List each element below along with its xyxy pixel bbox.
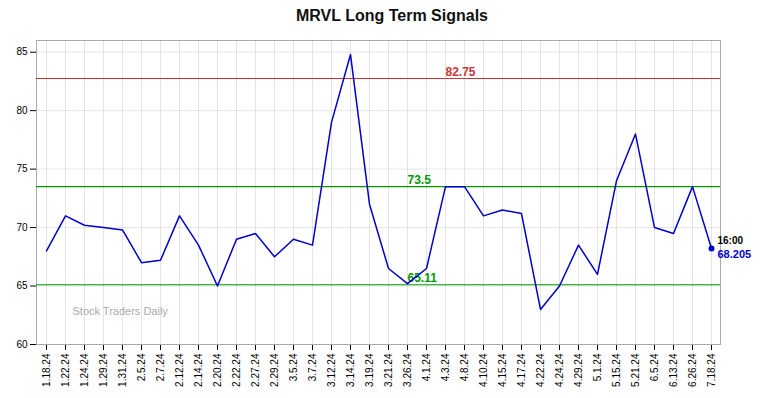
- svg-text:2.5.24: 2.5.24: [136, 353, 147, 381]
- svg-text:2.20.24: 2.20.24: [212, 353, 223, 387]
- svg-text:6.26.24: 6.26.24: [687, 353, 698, 387]
- svg-text:1.29.24: 1.29.24: [98, 353, 109, 387]
- html-text:MRVL Long Term Signals: MRVL Long Term Signals: [296, 7, 488, 24]
- svg-text:3.19.24: 3.19.24: [364, 353, 375, 387]
- svg-text:2.14.24: 2.14.24: [193, 353, 204, 387]
- svg-text:6.5.24: 6.5.24: [649, 353, 660, 381]
- svg-text:Stock Traders Daily: Stock Traders Daily: [73, 305, 169, 317]
- svg-text:4.1.24: 4.1.24: [421, 353, 432, 381]
- svg-text:1.31.24: 1.31.24: [117, 353, 128, 387]
- svg-text:65: 65: [16, 280, 28, 291]
- svg-text:4.17.24: 4.17.24: [516, 353, 527, 387]
- svg-text:3.14.24: 3.14.24: [345, 353, 356, 387]
- svg-text:80: 80: [16, 105, 28, 116]
- svg-text:16:00: 16:00: [718, 235, 744, 246]
- svg-text:4.24.24: 4.24.24: [554, 353, 565, 387]
- svg-text:3.12.24: 3.12.24: [326, 353, 337, 387]
- svg-text:7.18.24: 7.18.24: [706, 353, 717, 387]
- svg-text:5.1.24: 5.1.24: [592, 353, 603, 381]
- svg-text:73.5: 73.5: [408, 173, 432, 187]
- svg-text:1.18.24: 1.18.24: [41, 353, 52, 387]
- svg-text:3.26.24: 3.26.24: [402, 353, 413, 387]
- svg-text:85: 85: [16, 46, 28, 57]
- svg-text:5.15.24: 5.15.24: [611, 353, 622, 387]
- svg-text:4.8.24: 4.8.24: [459, 353, 470, 381]
- svg-text:82.75: 82.75: [446, 65, 476, 79]
- svg-text:75: 75: [16, 163, 28, 174]
- svg-text:3.7.24: 3.7.24: [307, 353, 318, 381]
- svg-text:2.29.24: 2.29.24: [269, 353, 280, 387]
- svg-text:5.21.24: 5.21.24: [630, 353, 641, 387]
- svg-text:6.13.24: 6.13.24: [668, 353, 679, 387]
- svg-text:4.15.24: 4.15.24: [497, 353, 508, 387]
- svg-text:4.10.24: 4.10.24: [478, 353, 489, 387]
- svg-text:1.22.24: 1.22.24: [60, 353, 71, 387]
- svg-text:4.29.24: 4.29.24: [573, 353, 584, 387]
- svg-text:2.7.24: 2.7.24: [155, 353, 166, 381]
- svg-text:4.22.24: 4.22.24: [535, 353, 546, 387]
- svg-text:68.205: 68.205: [718, 248, 752, 260]
- svg-text:3.21.24: 3.21.24: [383, 353, 394, 387]
- svg-text:65.11: 65.11: [408, 271, 438, 285]
- svg-text:1.24.24: 1.24.24: [79, 353, 90, 387]
- svg-text:60: 60: [16, 339, 28, 350]
- svg-text:3.5.24: 3.5.24: [288, 353, 299, 381]
- svg-text:2.22.24: 2.22.24: [231, 353, 242, 387]
- svg-text:70: 70: [16, 222, 28, 233]
- svg-text:4.3.24: 4.3.24: [440, 353, 451, 381]
- svg-text:2.27.24: 2.27.24: [250, 353, 261, 387]
- svg-text:2.12.24: 2.12.24: [174, 353, 185, 387]
